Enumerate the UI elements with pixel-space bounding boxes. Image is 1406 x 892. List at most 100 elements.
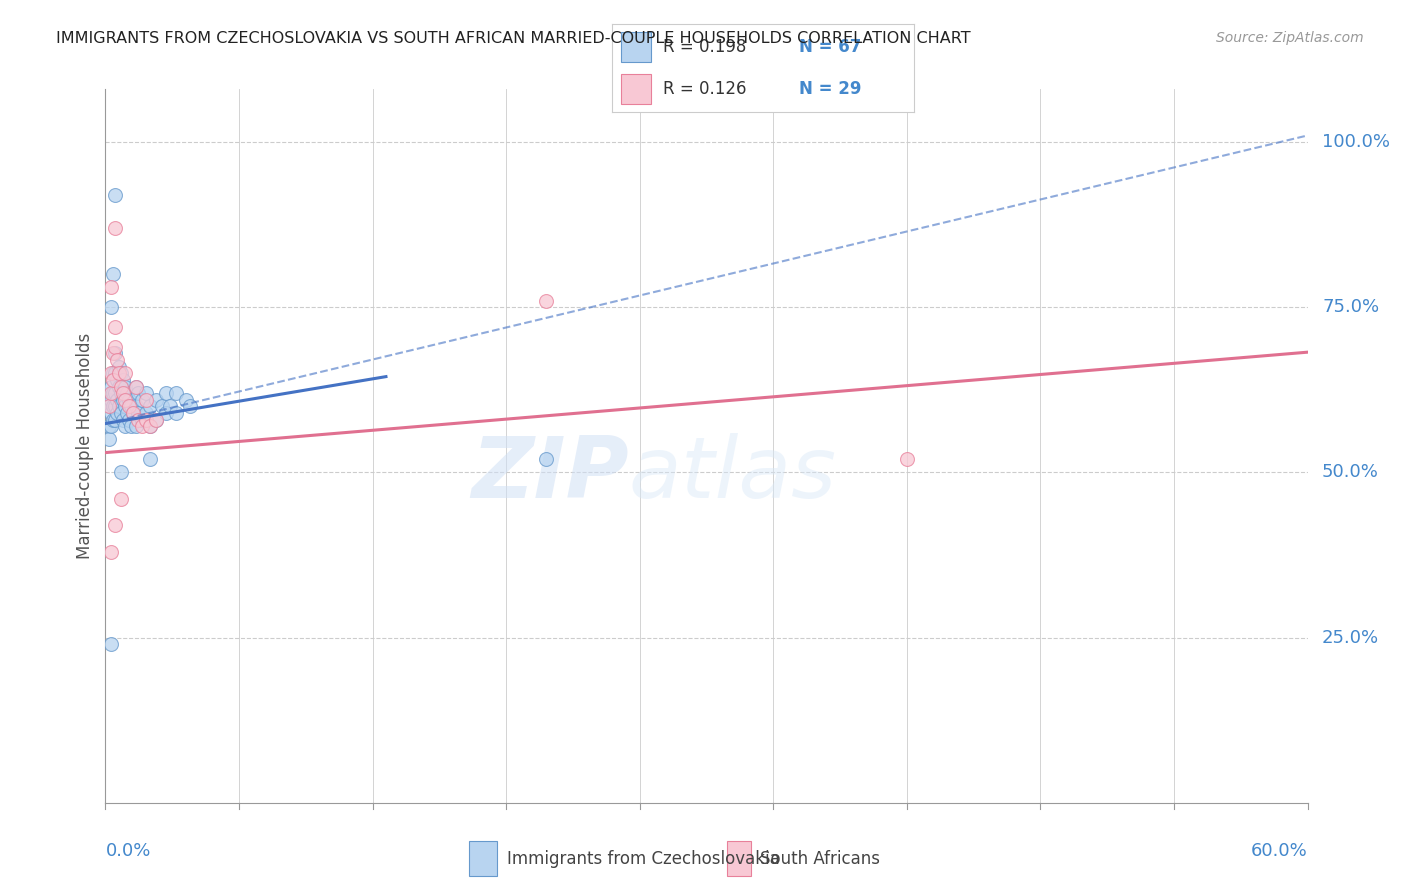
Point — [127, 386, 149, 401]
Point — [104, 518, 127, 533]
Point — [108, 367, 131, 381]
Point — [104, 400, 127, 414]
FancyBboxPatch shape — [727, 841, 751, 876]
Point — [108, 379, 131, 393]
Point — [138, 419, 160, 434]
Text: R = 0.126: R = 0.126 — [664, 79, 747, 98]
Point — [145, 412, 167, 426]
Point — [110, 367, 132, 381]
Text: atlas: atlas — [628, 433, 837, 516]
Text: 75.0%: 75.0% — [1322, 298, 1379, 317]
Point — [138, 419, 160, 434]
Point — [118, 392, 141, 407]
Point — [100, 379, 122, 393]
Point — [124, 400, 146, 414]
Point — [135, 406, 157, 420]
Point — [104, 320, 127, 334]
Point — [117, 406, 139, 420]
Point — [100, 419, 122, 434]
Text: ZIP: ZIP — [471, 433, 628, 516]
Point — [112, 386, 135, 401]
Point — [104, 386, 127, 401]
Point — [103, 346, 125, 360]
Point — [100, 367, 122, 381]
Point — [103, 400, 125, 414]
Text: 60.0%: 60.0% — [1251, 842, 1308, 860]
Point — [103, 386, 125, 401]
Point — [100, 637, 122, 651]
Point — [98, 419, 121, 434]
Text: Source: ZipAtlas.com: Source: ZipAtlas.com — [1216, 31, 1364, 45]
Text: 0.0%: 0.0% — [105, 842, 150, 860]
Point — [108, 400, 131, 414]
Point — [104, 346, 127, 360]
Point — [104, 340, 127, 354]
Text: R = 0.198: R = 0.198 — [664, 37, 747, 56]
Text: South Africans: South Africans — [761, 849, 880, 868]
Point — [100, 280, 122, 294]
Point — [103, 367, 125, 381]
Point — [138, 400, 160, 414]
Point — [103, 373, 125, 387]
Point — [131, 419, 153, 434]
Point — [114, 419, 136, 434]
Point — [122, 406, 145, 420]
Point — [124, 419, 146, 434]
Text: 100.0%: 100.0% — [1322, 133, 1391, 151]
Point — [179, 400, 201, 414]
Point — [104, 412, 127, 426]
Point — [112, 373, 135, 387]
Point — [159, 400, 181, 414]
Point — [155, 386, 177, 401]
Point — [100, 300, 122, 314]
Point — [100, 392, 122, 407]
Text: N = 29: N = 29 — [799, 79, 862, 98]
FancyBboxPatch shape — [468, 841, 498, 876]
Point — [98, 400, 121, 414]
Y-axis label: Married-couple Households: Married-couple Households — [76, 333, 94, 559]
Point — [131, 392, 153, 407]
Point — [110, 386, 132, 401]
Point — [135, 412, 157, 426]
Point — [534, 293, 557, 308]
Point — [98, 400, 121, 414]
Point — [110, 379, 132, 393]
Point — [117, 386, 139, 401]
Point — [121, 400, 143, 414]
Point — [145, 392, 167, 407]
Point — [135, 392, 157, 407]
Point — [103, 267, 125, 281]
Text: N = 67: N = 67 — [799, 37, 862, 56]
Point — [114, 400, 136, 414]
Point — [165, 386, 187, 401]
Text: IMMIGRANTS FROM CZECHOSLOVAKIA VS SOUTH AFRICAN MARRIED-COUPLE HOUSEHOLDS CORREL: IMMIGRANTS FROM CZECHOSLOVAKIA VS SOUTH … — [56, 31, 972, 46]
Text: Immigrants from Czechoslovakia: Immigrants from Czechoslovakia — [508, 849, 780, 868]
Point — [131, 412, 153, 426]
Point — [103, 412, 125, 426]
Point — [104, 221, 127, 235]
Point — [107, 406, 129, 420]
Text: 25.0%: 25.0% — [1322, 629, 1379, 647]
Point — [100, 386, 122, 401]
Text: 50.0%: 50.0% — [1322, 464, 1379, 482]
Point — [122, 406, 145, 420]
FancyBboxPatch shape — [620, 74, 651, 103]
Point — [121, 419, 143, 434]
Point — [107, 373, 129, 387]
Point — [107, 392, 129, 407]
Point — [124, 379, 146, 393]
Point — [107, 353, 129, 368]
Point — [138, 452, 160, 467]
Point — [114, 367, 136, 381]
Point — [114, 379, 136, 393]
Point — [104, 188, 127, 202]
Point — [118, 400, 141, 414]
Point — [534, 452, 557, 467]
Point — [98, 433, 121, 447]
Point — [114, 392, 136, 407]
Point — [112, 392, 135, 407]
Point — [110, 466, 132, 480]
Point — [100, 545, 122, 559]
Point — [174, 392, 197, 407]
Point — [165, 406, 187, 420]
